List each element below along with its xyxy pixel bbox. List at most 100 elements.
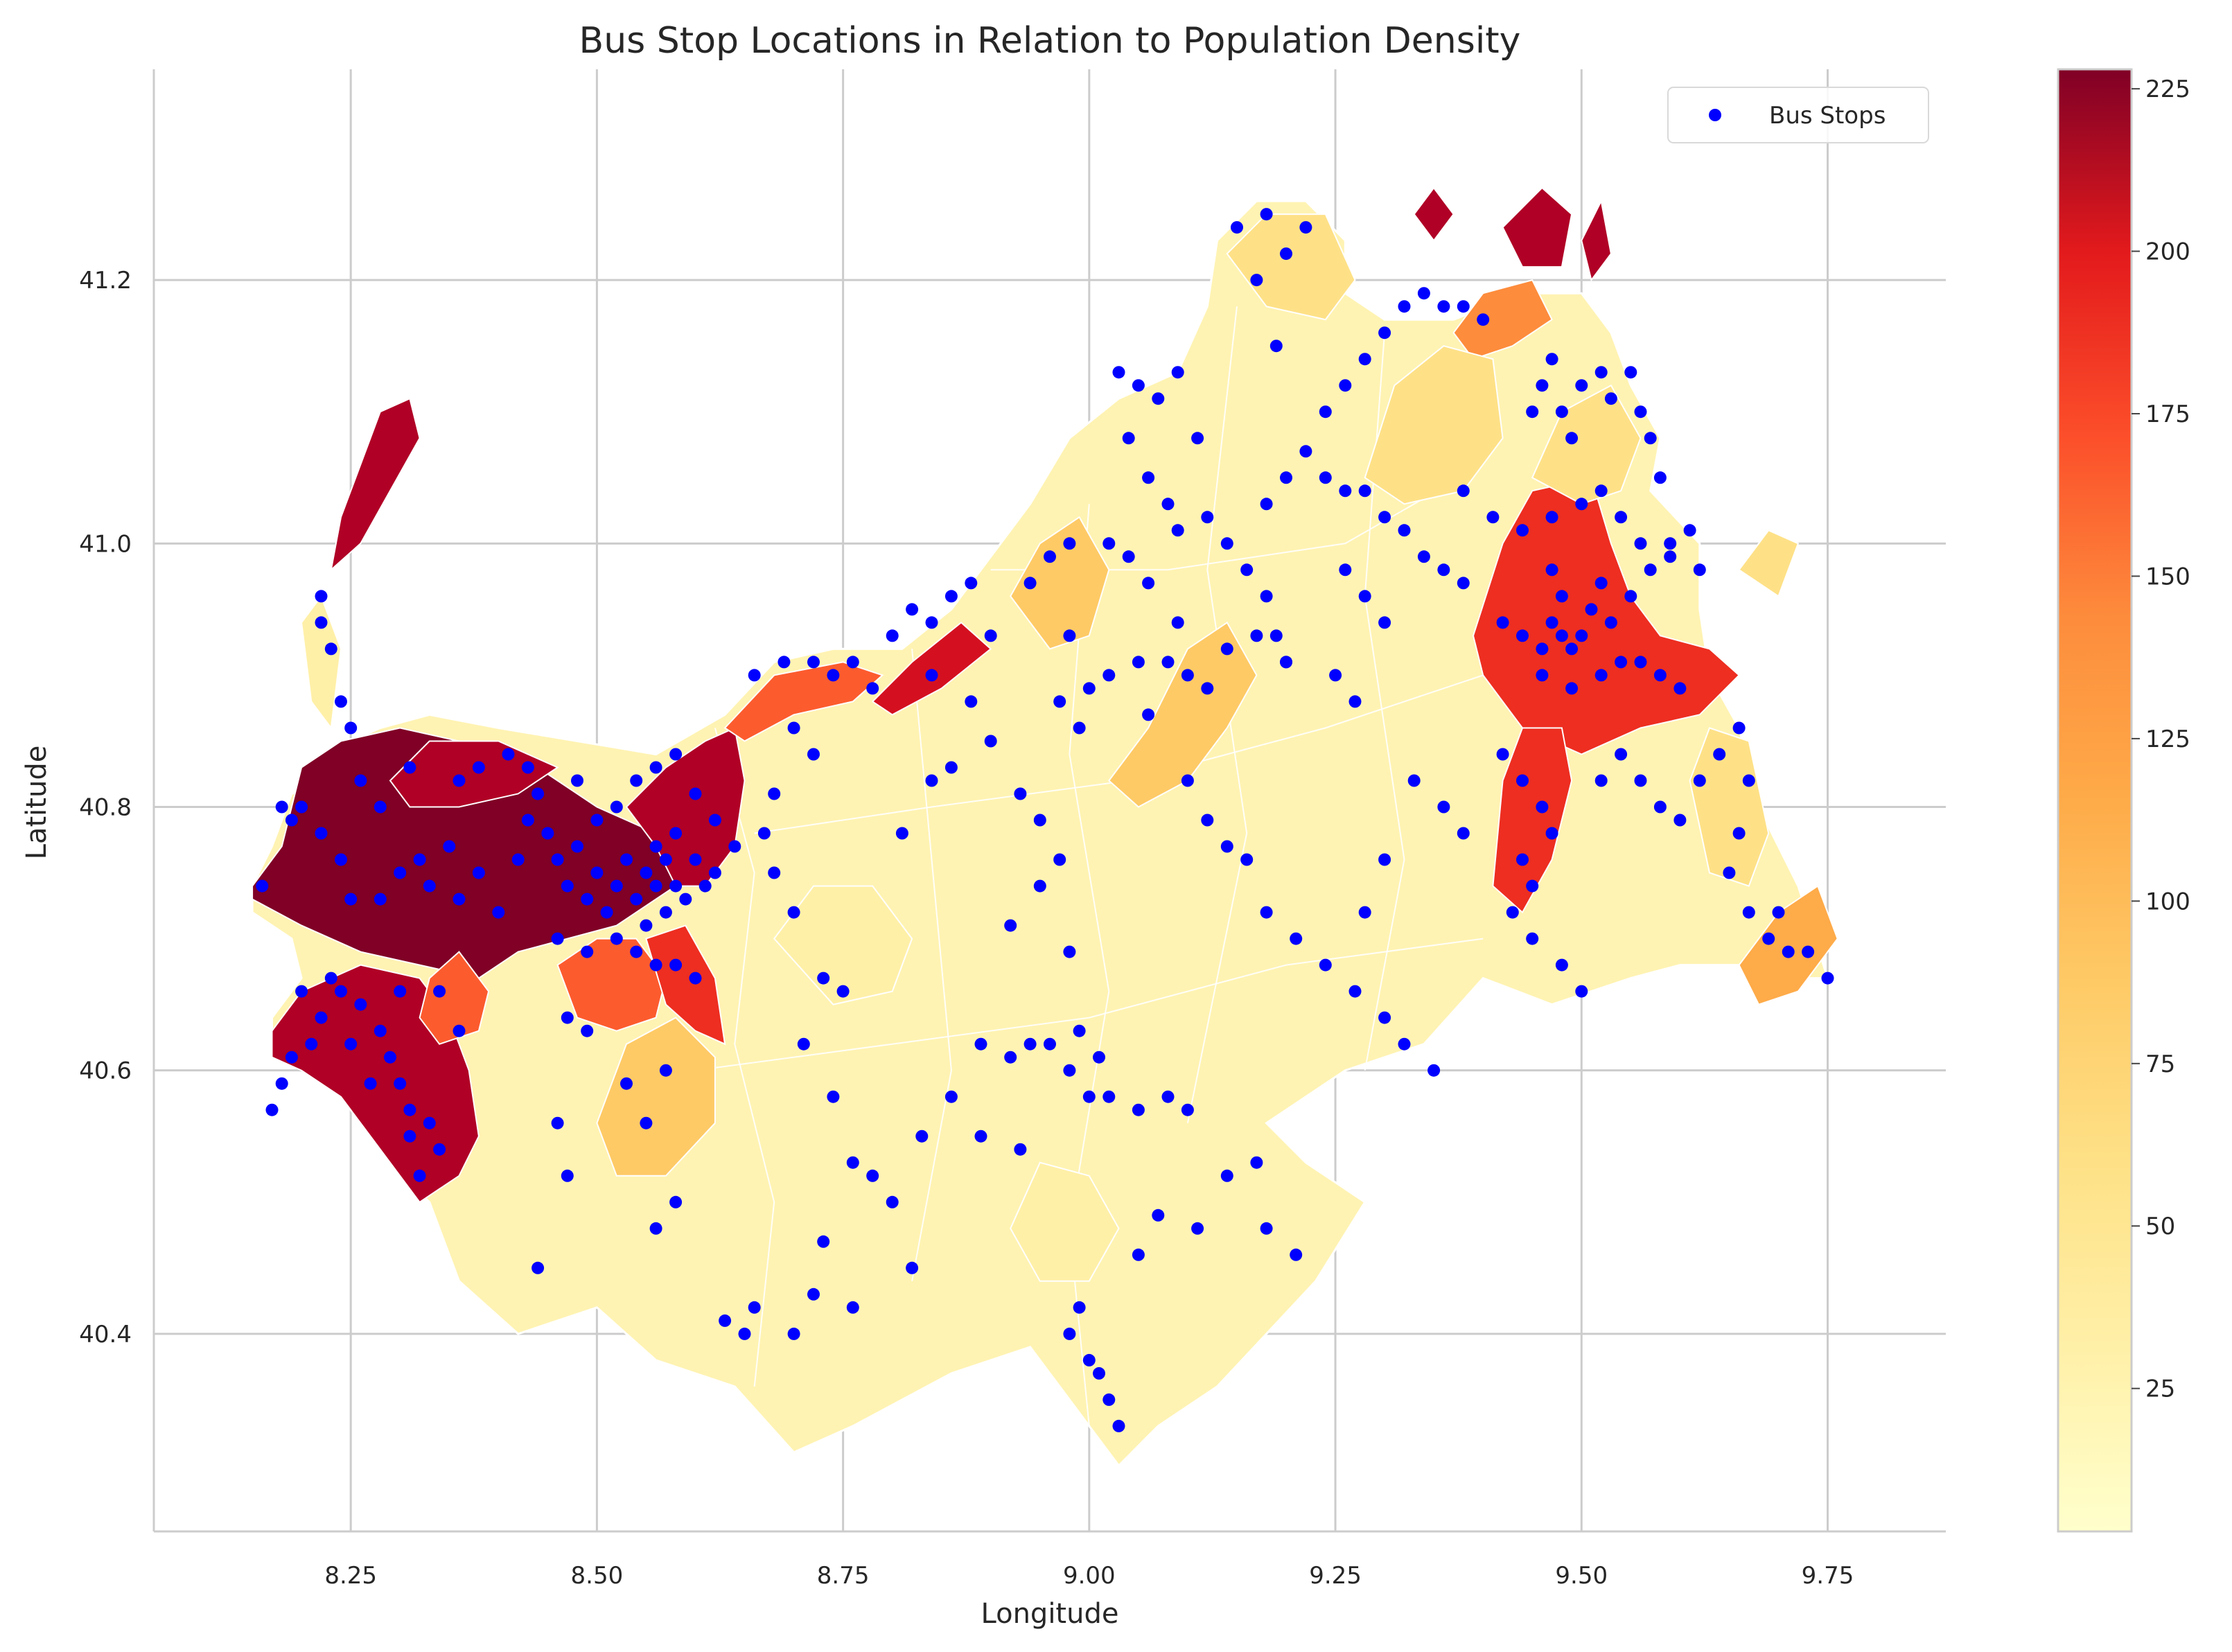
bus-stop-point	[1358, 590, 1371, 603]
bus-stop-point	[1378, 853, 1391, 866]
x-tick-label: 8.25	[324, 1562, 377, 1590]
bus-stop-point	[679, 893, 692, 906]
bus-stop-point	[1398, 300, 1411, 313]
bus-stop-point	[1073, 721, 1086, 735]
bus-stop-point	[1516, 524, 1529, 537]
bus-stop-point	[1575, 629, 1588, 642]
bus-stop-point	[394, 1077, 407, 1090]
bus-stop-point	[315, 1011, 328, 1024]
bus-stop-point	[1565, 432, 1579, 445]
bus-stop-point	[275, 1077, 288, 1090]
bus-stop-point	[1664, 537, 1677, 550]
bus-stop-point	[452, 774, 466, 787]
bus-stop-point	[1457, 577, 1470, 590]
bus-stop-point	[324, 972, 337, 985]
bus-stop-point	[590, 814, 604, 827]
bus-stop-point	[354, 998, 367, 1011]
bus-stop-point	[571, 840, 583, 853]
bus-stop-point	[551, 1116, 564, 1130]
bus-stop-point	[944, 1090, 958, 1103]
bus-stop-point	[1427, 1064, 1441, 1077]
bus-stop-point	[649, 840, 662, 853]
bus-stop-point	[413, 1169, 426, 1182]
bus-stop-point	[384, 1051, 396, 1064]
bus-stop-point	[1506, 906, 1519, 919]
bus-stop-point	[610, 800, 623, 814]
bus-stop-point	[965, 695, 978, 708]
bus-stop-point	[1358, 484, 1371, 498]
bus-stop-point	[1171, 524, 1184, 537]
bus-stop-point	[374, 893, 387, 906]
bus-stop-point	[1575, 985, 1588, 998]
density-region	[330, 397, 421, 572]
bus-stop-point	[1536, 800, 1549, 814]
bus-stop-point	[1496, 616, 1509, 629]
bus-stop-point	[1329, 669, 1342, 682]
bus-stop-point	[1516, 853, 1529, 866]
bus-stop-point	[1093, 1367, 1105, 1380]
bus-stop-point	[984, 629, 997, 642]
bus-stop-point	[1565, 642, 1579, 656]
bus-stop-point	[1457, 484, 1470, 498]
bus-stop-point	[689, 972, 702, 985]
bus-stop-point	[364, 1077, 377, 1090]
bus-stop-point	[1063, 1064, 1076, 1077]
density-region	[1010, 1161, 1120, 1282]
bus-stop-point	[1762, 932, 1775, 945]
bus-stop-point	[1516, 774, 1529, 787]
bus-stop-point	[423, 1116, 436, 1130]
legend: Bus Stops	[1667, 87, 1929, 143]
bus-stop-point	[895, 827, 908, 840]
bus-stop-point	[1417, 287, 1430, 300]
bus-stop-point	[1742, 774, 1755, 787]
density-regions	[252, 186, 1838, 1282]
bus-stop-point	[807, 748, 820, 761]
bus-stop-point	[315, 616, 328, 629]
bus-stop-points	[256, 208, 1834, 1432]
bus-stop-point	[797, 1037, 810, 1051]
bus-stop-point	[1604, 392, 1617, 405]
colorbar-tick-label: 100	[2145, 888, 2190, 915]
y-tick-labels: 40.4 40.6 40.8 41.0 41.2	[79, 267, 132, 1348]
bus-stop-point	[925, 616, 938, 629]
bus-stop-point	[698, 879, 712, 893]
bus-stop-point	[1152, 392, 1165, 405]
bus-stop-point	[974, 1037, 987, 1051]
bus-stop-point	[1191, 1222, 1204, 1235]
bus-stop-point	[1417, 550, 1430, 563]
bus-stop-point	[649, 958, 662, 972]
bus-stop-point	[974, 1130, 987, 1143]
bus-stop-point	[610, 932, 623, 945]
bus-stop-point	[659, 906, 672, 919]
bus-stop-point	[285, 814, 298, 827]
bus-stop-point	[423, 879, 436, 893]
y-tick-label: 40.4	[79, 1321, 132, 1348]
bus-stop-point	[1575, 498, 1588, 511]
bus-stop-point	[541, 827, 554, 840]
bus-stop-point	[1299, 445, 1312, 458]
bus-stop-point	[1260, 590, 1273, 603]
bus-stop-point	[846, 1156, 859, 1169]
bus-stop-point	[1191, 432, 1204, 445]
bus-stop-point	[1053, 853, 1066, 866]
bus-stop-point	[777, 656, 791, 669]
bus-stop-point	[748, 669, 761, 682]
bus-stop-point	[610, 879, 623, 893]
bus-stop-point	[1181, 669, 1194, 682]
bus-stop-point	[1683, 524, 1696, 537]
bus-stop-point	[1280, 471, 1292, 484]
bus-stop-point	[256, 879, 269, 893]
bus-stop-point	[1132, 379, 1145, 392]
bus-stop-point	[1250, 1156, 1263, 1169]
plot-area: 8.25 8.50 8.75 9.00 9.25 9.50 9.75 40.440.640.…	[79, 69, 1946, 1590]
bus-stop-point	[1201, 814, 1214, 827]
bus-stop-point	[787, 721, 800, 735]
density-region	[1492, 727, 1573, 914]
bus-stop-point	[738, 1327, 751, 1340]
x-tick-label: 9.25	[1309, 1562, 1362, 1590]
colorbar-tick-label: 125	[2145, 726, 2190, 753]
bus-stop-point	[1634, 774, 1647, 787]
bus-stop-point	[1348, 695, 1362, 708]
bus-stop-point	[433, 1143, 446, 1156]
bus-stop-point	[1063, 537, 1076, 550]
